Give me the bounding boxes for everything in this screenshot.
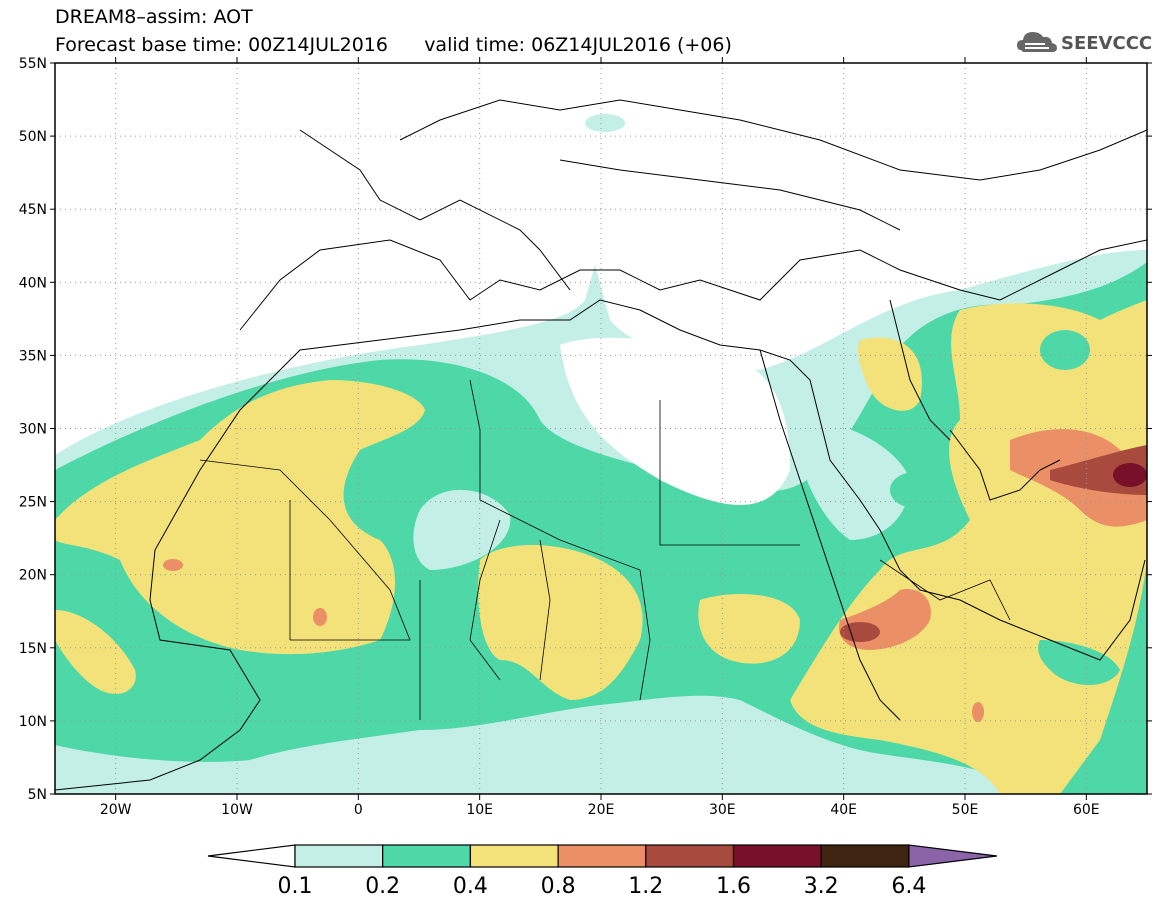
lat-label: 40N: [19, 275, 47, 291]
colorbar-bin: [557, 844, 647, 868]
colorbar-label: 0.1: [278, 874, 313, 899]
colorbar-label: 0.8: [541, 874, 576, 899]
country-borders: [199, 379, 1011, 720]
lon-label: 60E: [1073, 802, 1100, 818]
lat-label: 30N: [19, 422, 47, 438]
colorbar-labels: 0.1 0.2 0.4 0.8 1.2 1.6 3.2 6.4: [278, 874, 927, 899]
colorbar-bin: [382, 844, 472, 868]
lon-label: 20W: [100, 802, 132, 818]
axis-ticks: [50, 57, 1152, 800]
colorbar-label: 0.4: [453, 874, 488, 899]
lat-label: 55N: [19, 56, 47, 72]
lat-label: 45N: [19, 202, 47, 218]
colorbar-label: 1.2: [628, 874, 663, 899]
aot-0.2-pockets: [890, 330, 1120, 685]
lat-label: 20N: [19, 568, 47, 584]
lat-label: 15N: [19, 641, 47, 657]
cloud-logo-icon: [1017, 32, 1057, 52]
lat-label: 50N: [19, 129, 47, 145]
latitude-labels: 55N 50N 45N 40N 35N 30N 25N 20N 15N 10N 5N: [19, 56, 47, 803]
seevccc-logo: SEEVCCC: [1017, 32, 1152, 54]
lon-label: 10E: [466, 802, 493, 818]
colorbar-label: 6.4: [891, 874, 926, 899]
map-title: DREAM8–assim: AOT: [55, 6, 253, 28]
colorbar-bin: [820, 844, 910, 868]
map-subtitle-times: Forecast base time: 00Z14JUL2016 valid t…: [55, 34, 732, 56]
lat-label: 25N: [19, 495, 47, 511]
colorbar: [207, 844, 997, 868]
lat-label: 35N: [19, 348, 47, 364]
lat-label: 5N: [28, 787, 47, 803]
colorbar-label: 3.2: [804, 874, 839, 899]
longitude-labels: 20W 10W 0 10E 20E 30E 40E 50E 60E: [100, 802, 1100, 818]
aot-clear-area: [560, 337, 790, 505]
lon-label: 20E: [588, 802, 615, 818]
colorbar-label: 1.6: [716, 874, 751, 899]
lon-label: 30E: [709, 802, 736, 818]
colorbar-arrow-high: [908, 844, 997, 868]
colorbar-arrow-low: [207, 844, 296, 868]
colorbar-bin: [732, 844, 822, 868]
colorbar-bin: [469, 844, 559, 868]
coastlines: [55, 99, 1147, 791]
aot-1.6-field: [1113, 463, 1147, 487]
colorbar-bin: [294, 844, 384, 868]
colorbar-bin: [645, 844, 735, 868]
logo-text: SEEVCCC: [1061, 33, 1152, 54]
lon-label: 40E: [830, 802, 857, 818]
graticule: [55, 63, 1147, 794]
colorbar-label: 0.2: [365, 874, 400, 899]
lon-label: 0: [354, 802, 363, 818]
lat-label: 10N: [19, 714, 47, 730]
lon-label: 50E: [952, 802, 979, 818]
lon-label: 10W: [221, 802, 253, 818]
